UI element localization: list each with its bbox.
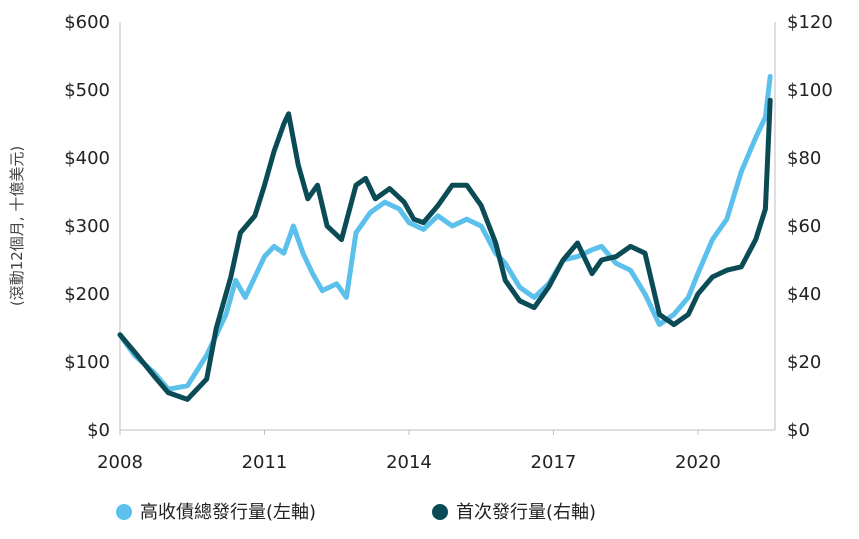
- right-tick-label: $60: [787, 216, 821, 237]
- series-line-first-issuance: [117, 97, 773, 402]
- x-tick-label: 2017: [531, 452, 577, 473]
- right-tick-label: $20: [787, 352, 821, 373]
- left-tick-label: $200: [64, 284, 110, 305]
- x-tick-label: 2011: [242, 452, 288, 473]
- left-tick-label: $0: [87, 420, 110, 441]
- legend-marker-total: [116, 504, 132, 520]
- y-axis-label: (滾動12個月, 十億美元): [8, 146, 26, 306]
- right-tick-label: $0: [787, 420, 810, 441]
- series-layer: [117, 73, 773, 402]
- right-tick-label: $100: [787, 80, 833, 101]
- legend: 高收債總發行量(左軸) 首次發行量(右軸): [116, 502, 596, 523]
- legend-label-total: 高收債總發行量(左軸): [140, 502, 316, 523]
- left-tick-label: $100: [64, 352, 110, 373]
- left-tick-label: $400: [64, 148, 110, 169]
- x-tick-label: 2008: [97, 452, 143, 473]
- right-tick-labels: $0 $20 $40 $60 $80 $100 $120: [787, 12, 833, 441]
- left-tick-labels: $0 $100 $200 $300 $400 $500 $600: [64, 12, 110, 441]
- right-tick-label: $120: [787, 12, 833, 33]
- x-tick-label: 2020: [675, 452, 721, 473]
- series-line-total-issuance: [117, 73, 773, 392]
- left-tick-label: $500: [64, 80, 110, 101]
- right-tick-label: $80: [787, 148, 821, 169]
- left-tick-label: $300: [64, 216, 110, 237]
- right-tick-label: $40: [787, 284, 821, 305]
- left-tick-label: $600: [64, 12, 110, 33]
- x-tick-labels: 2008 2011 2014 2017 2020: [97, 430, 721, 473]
- legend-label-first-issue: 首次發行量(右軸): [456, 502, 596, 523]
- legend-marker-first-issue: [432, 504, 448, 520]
- x-tick-label: 2014: [386, 452, 432, 473]
